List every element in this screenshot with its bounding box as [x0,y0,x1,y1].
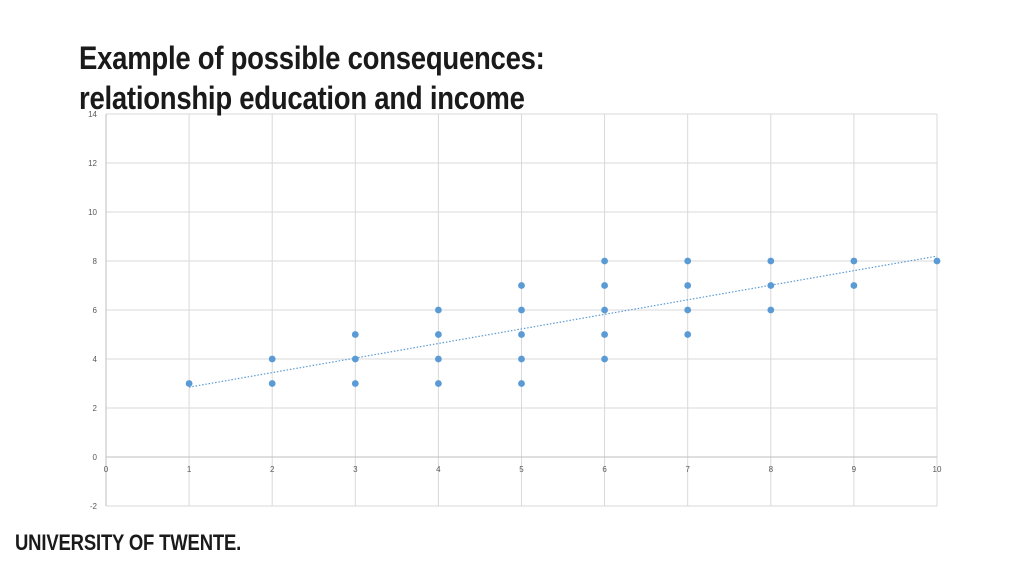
data-point [435,355,442,363]
data-point [268,380,276,387]
y-tick-label: 0 [93,453,98,462]
x-tick-label: 3 [353,465,358,474]
y-tick-label: 4 [93,355,98,364]
data-point [518,355,525,363]
data-point [684,331,692,338]
data-point [518,380,525,387]
slide-title-line-2: relationship education and income [79,80,525,116]
data-point [518,331,525,338]
data-point [767,282,775,289]
data-point [518,306,525,314]
y-tick-label: 2 [93,404,98,413]
slide-title-line-1: Example of possible consequences: [79,40,545,76]
x-tick-label: 6 [602,465,607,474]
data-point [185,380,193,387]
university-logo: UNIVERSITY OF TWENTE. [15,530,242,555]
x-tick-label: 8 [769,465,774,474]
data-point [351,331,359,338]
y-tick-label: -2 [90,502,98,511]
y-tick-label: 12 [88,159,97,168]
data-point [601,331,608,338]
data-point [767,257,775,265]
data-point [435,306,442,314]
x-tick-label: 0 [104,465,109,474]
data-point [351,380,359,387]
x-tick-label: 1 [187,465,192,474]
data-point [601,282,608,289]
data-point [850,282,858,289]
y-tick-label: 14 [88,110,97,119]
y-tick-label: 10 [88,208,97,217]
data-point [684,257,692,265]
data-point [684,306,692,314]
data-point [933,257,941,265]
data-point [601,306,608,314]
slide-title: Example of possible consequences: relati… [79,38,545,118]
data-point [435,331,442,338]
data-point [351,355,359,363]
x-tick-label: 7 [685,465,690,474]
data-point [435,380,442,387]
data-point [684,282,692,289]
data-point [850,257,858,265]
x-tick-label: 5 [519,465,524,474]
data-point [268,355,276,363]
y-tick-label: 6 [93,306,98,315]
y-tick-label: 8 [93,257,98,266]
x-tick-label: 10 [933,465,942,474]
trendline [188,255,938,388]
data-point [601,355,608,363]
data-point [601,257,608,265]
x-tick-label: 9 [852,465,857,474]
data-point [767,306,775,314]
x-tick-label: 2 [270,465,275,474]
x-tick-label: 4 [436,465,441,474]
data-point [518,282,525,289]
